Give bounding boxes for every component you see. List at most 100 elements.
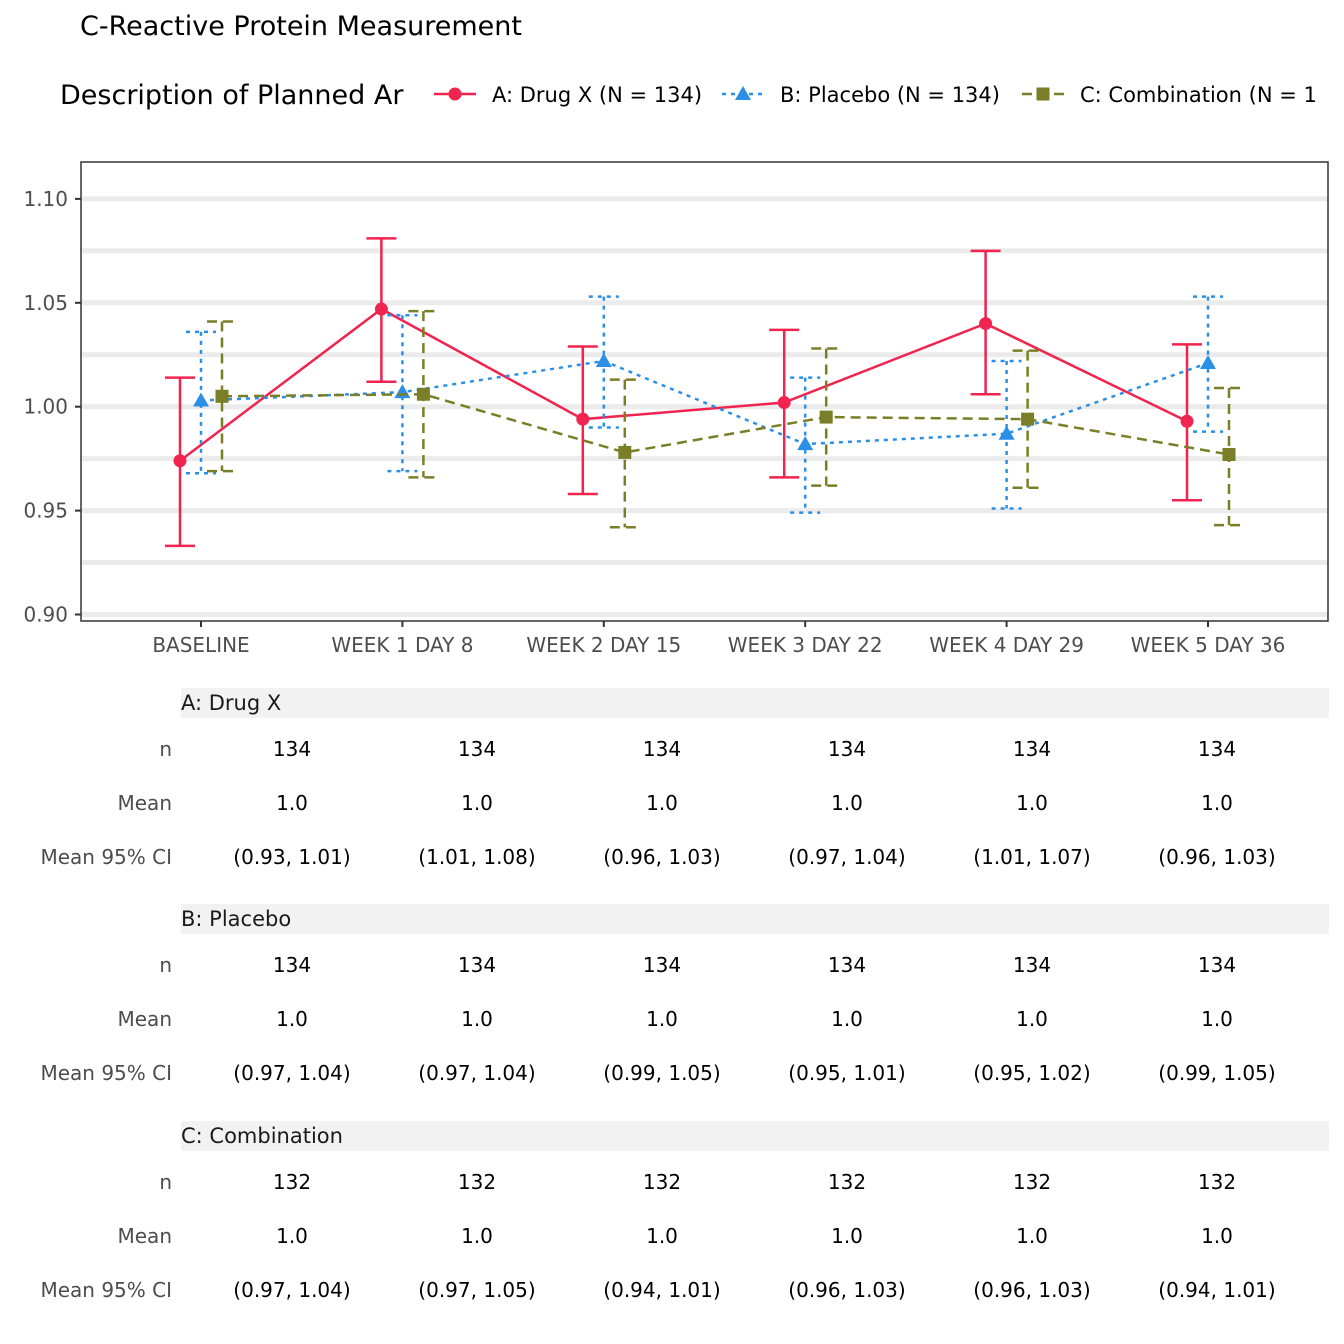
table-cell: 132 <box>1198 1170 1236 1194</box>
legend-title: Description of Planned Ar <box>60 80 404 111</box>
legend: A: Drug X (N = 134) B: Placebo (N = 134) C… <box>434 83 1317 107</box>
table-cell: (0.95, 1.02) <box>973 1061 1090 1085</box>
table-cell: 1.0 <box>461 1007 493 1031</box>
data-point <box>173 454 187 468</box>
series-2 <box>186 295 1223 514</box>
error-bar <box>207 320 237 473</box>
table-cell: 134 <box>1198 737 1236 761</box>
table-cell: (0.95, 1.01) <box>788 1061 905 1085</box>
data-point <box>819 410 833 424</box>
table-cell: 1.0 <box>1016 1007 1048 1031</box>
table-row-label: n <box>159 953 172 977</box>
table-cell: (1.01, 1.08) <box>418 845 535 869</box>
table-cell: (0.94, 1.01) <box>603 1278 720 1302</box>
legend-item-1: A: Drug X (N = 134) <box>434 83 702 107</box>
y-tick-label: 1.10 <box>23 187 68 211</box>
table-cell: 1.0 <box>1201 1007 1233 1031</box>
table-group-label: B: Placebo <box>181 907 291 931</box>
error-bar <box>387 314 418 473</box>
table-cell: 1.0 <box>1016 791 1048 815</box>
table-cell: 134 <box>458 737 496 761</box>
table-row-label: n <box>159 1170 172 1194</box>
table-cell: 134 <box>273 953 311 977</box>
data-point <box>797 436 814 451</box>
table-cell: 1.0 <box>461 791 493 815</box>
table-cell: 132 <box>643 1170 681 1194</box>
table-cell: (0.97, 1.04) <box>233 1278 350 1302</box>
table-group-1: A: Drug X n 134 134 134 134 134 134 Mean 1.0 1.0 1.… <box>40 688 1329 869</box>
table-group-header <box>181 1121 1329 1151</box>
data-point <box>1200 355 1216 370</box>
table-cell: 1.0 <box>831 1007 863 1031</box>
table-cell: 1.0 <box>276 791 308 815</box>
series-line <box>200 359 1209 446</box>
series-3 <box>207 309 1244 529</box>
table-cell: 1.0 <box>831 1224 863 1248</box>
table-cell: 134 <box>828 953 866 977</box>
x-tick-label: WEEK 3 DAY 22 <box>728 633 883 657</box>
x-tick-label: BASELINE <box>152 633 249 657</box>
legend-key-marker <box>448 87 462 101</box>
table-cell: (1.01, 1.07) <box>973 845 1090 869</box>
table-group-header <box>181 688 1329 718</box>
table-row-label: Mean <box>118 791 173 815</box>
series-line <box>221 392 1230 456</box>
x-tick-label: WEEK 4 DAY 29 <box>929 633 1084 657</box>
data-point <box>576 412 590 426</box>
plot-background <box>81 162 1328 621</box>
table-cell: 134 <box>1013 737 1051 761</box>
table-cell: 1.0 <box>276 1007 308 1031</box>
data-point <box>998 425 1015 440</box>
y-tick-label: 1.05 <box>23 291 68 315</box>
y-tick-label: 1.00 <box>23 395 68 419</box>
table-cell: (0.93, 1.01) <box>233 845 350 869</box>
table-row-label: Mean 95% CI <box>40 1061 172 1085</box>
table-cell: 134 <box>643 737 681 761</box>
table-cell: 134 <box>273 737 311 761</box>
table-cell: 1.0 <box>276 1224 308 1248</box>
legend-label: C: Combination (N = 1 <box>1080 83 1317 107</box>
table-row-label: Mean <box>118 1224 173 1248</box>
data-point <box>193 392 209 407</box>
table-cell: 134 <box>643 953 681 977</box>
plot-border <box>80 161 1329 622</box>
table-cell: 1.0 <box>1201 1224 1233 1248</box>
data-point <box>618 445 632 459</box>
table-cell: (0.97, 1.04) <box>788 845 905 869</box>
x-tick-label: WEEK 2 DAY 15 <box>526 633 681 657</box>
x-tick-label: WEEK 5 DAY 36 <box>1131 633 1286 657</box>
table-cell: (0.94, 1.01) <box>1158 1278 1275 1302</box>
table-row-label: Mean 95% CI <box>40 845 172 869</box>
table-row-label: n <box>159 737 172 761</box>
table-group-header <box>181 904 1329 934</box>
data-point <box>215 389 229 403</box>
table-cell: 1.0 <box>461 1224 493 1248</box>
legend-key-marker <box>735 86 751 100</box>
table-cell: (0.99, 1.05) <box>1158 1061 1275 1085</box>
table-row-label: Mean <box>118 1007 173 1031</box>
table-cell: 1.0 <box>831 791 863 815</box>
table-cell: 132 <box>828 1170 866 1194</box>
data-point <box>979 317 993 331</box>
table-cell: (0.96, 1.03) <box>603 845 720 869</box>
table-cell: 132 <box>1013 1170 1051 1194</box>
table-group-label: C: Combination <box>181 1124 343 1148</box>
plot-area: 0.90 0.95 1.00 1.05 1.10 BASELINE WEEK 1 DAY 8… <box>23 161 1329 657</box>
table-cell: 1.0 <box>1016 1224 1048 1248</box>
legend-item-3: C: Combination (N = 1 <box>1022 83 1317 107</box>
y-tick-label: 0.95 <box>23 499 68 523</box>
table-cell: (0.96, 1.03) <box>788 1278 905 1302</box>
table-cell: 132 <box>458 1170 496 1194</box>
data-point <box>777 396 791 410</box>
y-tick-label: 0.90 <box>23 603 68 627</box>
legend-label: B: Placebo (N = 134) <box>780 83 1000 107</box>
data-point <box>595 352 612 367</box>
table-group-3: C: Combination n 132 132 132 132 132 132 Mean 1.0… <box>40 1121 1329 1302</box>
table-cell: 1.0 <box>646 1007 678 1031</box>
table-cell: 134 <box>458 953 496 977</box>
data-point <box>1021 412 1035 426</box>
table-cell: 134 <box>1013 953 1051 977</box>
legend-key-marker <box>1036 87 1050 101</box>
table-cell: (0.96, 1.03) <box>1158 845 1275 869</box>
